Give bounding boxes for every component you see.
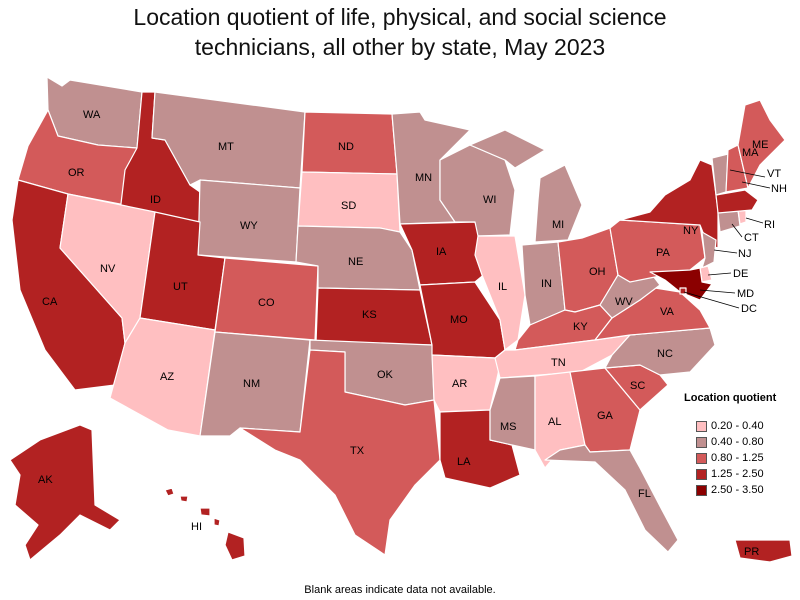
legend-title: Location quotient [684, 392, 777, 404]
label-MI: MI [552, 219, 564, 231]
state-ME[interactable] [737, 99, 786, 189]
legend-item: 0.20 - 0.40 [684, 418, 800, 434]
state-FL[interactable] [544, 444, 679, 553]
label-SC: SC [630, 380, 645, 392]
label-OR: OR [68, 167, 85, 179]
label-CA: CA [42, 296, 58, 308]
legend-item: 0.80 - 1.25 [684, 450, 800, 466]
label-VT: VT [767, 168, 781, 180]
label-ME: ME [752, 139, 769, 151]
legend-label: 0.80 - 1.25 [711, 452, 764, 464]
label-WI: WI [483, 194, 496, 206]
label-IA: IA [436, 246, 447, 258]
label-HI: HI [191, 521, 202, 533]
label-CT: CT [744, 232, 759, 244]
label-FL: FL [638, 488, 651, 500]
label-WA: WA [83, 109, 101, 121]
label-UT: UT [173, 281, 188, 293]
legend-swatch [696, 452, 707, 464]
legend-swatch [696, 420, 707, 432]
label-ND: ND [338, 141, 354, 153]
legend-label: 1.25 - 2.50 [711, 468, 764, 480]
leader-de [707, 272, 732, 276]
legend-swatch [696, 484, 707, 496]
leader-md [699, 289, 736, 294]
legend-label: 0.40 - 0.80 [711, 436, 764, 448]
label-NM: NM [243, 378, 260, 390]
label-NJ: NJ [738, 248, 751, 260]
state-MS[interactable] [489, 375, 536, 451]
label-KY: KY [573, 321, 588, 333]
label-MA: MA [742, 147, 759, 159]
state-HI[interactable] [164, 487, 246, 561]
label-NV: NV [100, 263, 116, 275]
label-IL: IL [498, 281, 507, 293]
label-ID: ID [150, 194, 161, 206]
leader-nh [741, 181, 771, 189]
map-title: Location quotient of life, physical, and… [0, 2, 800, 62]
label-IN: IN [541, 278, 552, 290]
label-AZ: AZ [160, 371, 174, 383]
leader-vt [729, 169, 766, 178]
legend-label: 2.50 - 3.50 [711, 484, 764, 496]
label-NH: NH [771, 183, 787, 195]
label-WY: WY [240, 220, 258, 232]
legend-swatch [696, 468, 707, 480]
legend: Location quotient 0.20 - 0.40 0.40 - 0.8… [684, 392, 800, 498]
footnote: Blank areas indicate data not available. [304, 584, 496, 596]
label-NY: NY [683, 225, 699, 237]
label-AL: AL [548, 416, 561, 428]
label-TN: TN [551, 357, 566, 369]
state-NJ[interactable] [701, 231, 717, 269]
legend-item: 0.40 - 0.80 [684, 434, 800, 450]
state-PR[interactable] [734, 539, 793, 563]
label-RI: RI [764, 219, 775, 231]
state-AK[interactable] [9, 424, 121, 561]
label-OK: OK [377, 369, 394, 381]
legend-swatch [696, 436, 707, 448]
label-MO: MO [450, 314, 468, 326]
label-KS: KS [362, 309, 377, 321]
label-TX: TX [350, 445, 365, 457]
label-DC: DC [741, 303, 757, 315]
label-SD: SD [341, 200, 356, 212]
label-VA: VA [660, 306, 675, 318]
label-GA: GA [597, 410, 614, 422]
legend-item: 1.25 - 2.50 [684, 466, 800, 482]
label-WV: WV [615, 296, 633, 308]
label-LA: LA [457, 456, 471, 468]
label-NE: NE [348, 256, 363, 268]
label-PR: PR [744, 546, 759, 558]
state-MA[interactable] [715, 189, 759, 214]
label-OH: OH [589, 266, 606, 278]
label-MD: MD [737, 288, 754, 300]
leader-ri [745, 217, 764, 224]
title-line-1: Location quotient of life, physical, and… [133, 4, 667, 30]
state-TX[interactable] [239, 349, 441, 556]
state-labels: WA OR CA ID NV MT WY UT AZ CO NM ND SD N… [38, 109, 787, 558]
label-DE: DE [733, 268, 748, 280]
leader-ct [731, 223, 743, 238]
legend-item: 2.50 - 3.50 [684, 482, 800, 498]
state-DC[interactable] [679, 287, 687, 295]
state-MD[interactable] [649, 267, 713, 301]
leader-dc [683, 291, 740, 309]
state-RI[interactable] [737, 209, 747, 225]
label-CO: CO [258, 297, 275, 309]
leader-nj [713, 249, 738, 254]
label-PA: PA [656, 247, 671, 259]
label-NC: NC [657, 348, 673, 360]
label-MS: MS [500, 421, 517, 433]
label-AK: AK [38, 474, 53, 486]
legend-label: 0.20 - 0.40 [711, 420, 764, 432]
label-AR: AR [452, 378, 467, 390]
label-MT: MT [218, 141, 234, 153]
label-MN: MN [415, 172, 432, 184]
title-line-2: technicians, all other by state, May 202… [194, 34, 606, 60]
